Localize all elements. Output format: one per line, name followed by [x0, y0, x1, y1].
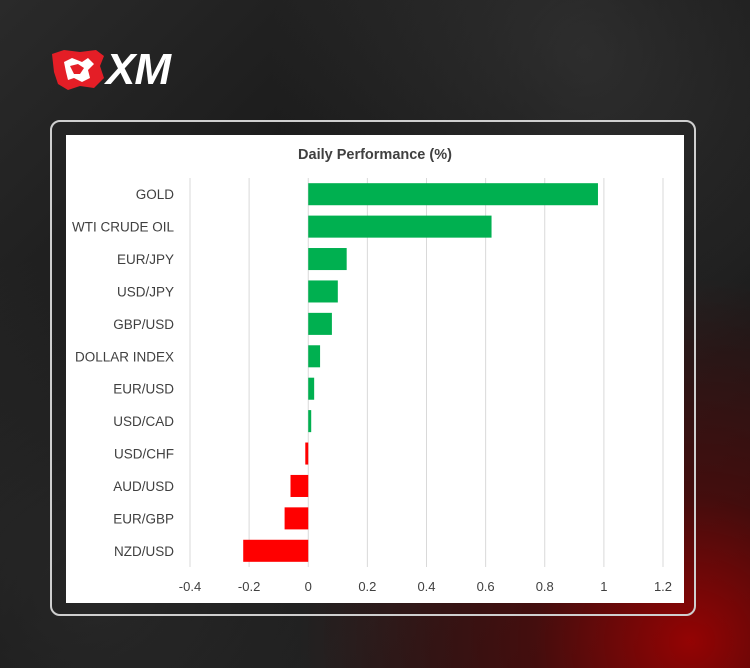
bar [308, 183, 598, 206]
x-tick-label: 1.2 [654, 579, 672, 594]
category-label: EUR/GBP [113, 511, 174, 526]
bar [308, 345, 321, 368]
category-label: NZD/USD [114, 544, 174, 559]
bar [308, 410, 312, 433]
x-tick-label: -0.2 [238, 579, 260, 594]
category-label: USD/CAD [113, 414, 174, 429]
category-label: USD/JPY [117, 284, 174, 299]
bar [308, 248, 347, 271]
x-tick-label: 0.2 [358, 579, 376, 594]
category-label: USD/CHF [114, 447, 174, 462]
bar [308, 312, 332, 335]
x-tick-label: 0.6 [477, 579, 495, 594]
brand-name: XM [106, 45, 171, 94]
x-tick-label: -0.4 [179, 579, 201, 594]
bar [243, 539, 309, 562]
category-label: WTI CRUDE OIL [72, 220, 174, 235]
bar [308, 280, 338, 303]
category-label: EUR/USD [113, 382, 174, 397]
category-label: DOLLAR INDEX [75, 349, 174, 364]
bar [290, 474, 309, 497]
x-tick-label: 0 [305, 579, 312, 594]
category-label: EUR/JPY [117, 252, 174, 267]
bar [308, 377, 315, 400]
chart-frame [50, 120, 696, 616]
x-tick-label: 0.4 [417, 579, 435, 594]
category-label: AUD/USD [113, 479, 174, 494]
bar [284, 507, 309, 530]
x-tick-label: 1 [600, 579, 607, 594]
bar [308, 215, 492, 238]
category-label: GOLD [136, 187, 175, 202]
x-tick-label: 0.8 [536, 579, 554, 594]
bar [305, 442, 309, 465]
brand-logo: XM [50, 45, 171, 94]
xm-bull-logo-icon [52, 50, 104, 90]
chart-panel: Daily Performance (%) -0.4 -0.2 0 0.2 0.4 0.6… [66, 135, 684, 603]
category-label: GBP/USD [113, 317, 174, 332]
bar-chart: -0.4 -0.2 0 0.2 0.4 0.6 0.8 1 1.2 GOLD WTI CRUDE O… [72, 178, 672, 594]
chart-title: Daily Performance (%) [298, 147, 452, 163]
